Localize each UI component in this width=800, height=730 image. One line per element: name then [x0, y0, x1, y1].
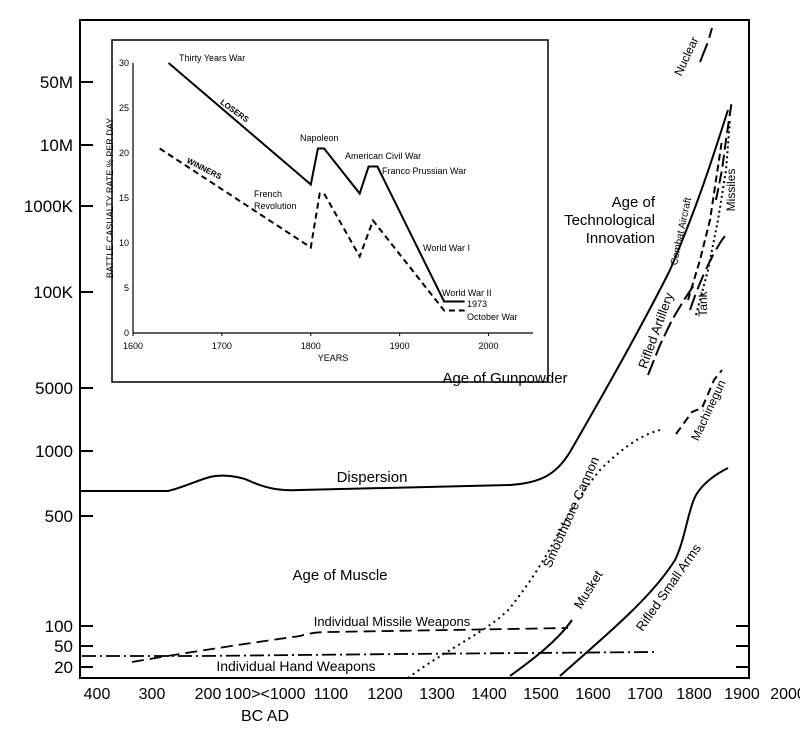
x-axis-subtitle: BC AD — [241, 708, 289, 725]
series-individual-missile-weapons — [131, 627, 569, 663]
series-dispersion — [80, 109, 729, 492]
label-missiles: Missiles — [724, 169, 738, 212]
x-tick-label: 300 — [139, 686, 166, 703]
annotation-october-war: October War — [467, 312, 518, 322]
series-nuclear — [699, 27, 713, 63]
x-tick-label: 200 — [195, 686, 222, 703]
era-label-technological-1: Age of — [612, 194, 656, 211]
label-musket: Musket — [571, 568, 606, 612]
inset-y-tick-label: 5 — [124, 283, 129, 293]
main-series — [80, 27, 733, 679]
x-tick-label: 1900 — [724, 686, 760, 703]
x-tick-label: 1500 — [523, 686, 559, 703]
inset-y-tick-label: 15 — [119, 193, 129, 203]
era-label-technological-2: Technological — [564, 212, 655, 229]
inset-y-tick-label: 30 — [119, 58, 129, 68]
annotation-napoleon: Napoleon — [300, 133, 339, 143]
inset-y-tick-label: 20 — [119, 148, 129, 158]
y-tick-label: 10M — [40, 136, 73, 155]
series-individual-hand-weapons — [82, 651, 657, 657]
x-tick-label: 1200 — [367, 686, 403, 703]
series-rifled-artillery — [647, 284, 695, 376]
x-tick-label: 400 — [84, 686, 111, 703]
inset-plot-frame — [111, 39, 549, 383]
inset-series-winners — [159, 147, 465, 312]
inset-y-ticks: 0 5 10 15 20 25 30 — [119, 58, 129, 338]
y-tick-label: 100 — [45, 617, 73, 636]
series-combat-aircraft — [687, 139, 723, 301]
label-individual-missile-weapons: Individual Missile Weapons — [314, 614, 471, 629]
y-tick-label: 50M — [40, 73, 73, 92]
x-tick-label: 1700 — [627, 686, 663, 703]
inset-series-losers — [167, 62, 465, 303]
era-label-muscle: Age of Muscle — [292, 567, 387, 584]
inset-y-tick-label: 25 — [119, 103, 129, 113]
annotation-world-war-i: World War I — [423, 243, 470, 253]
x-tick-label: 1300 — [419, 686, 455, 703]
era-label-technological-3: Innovation — [586, 230, 655, 247]
y-tick-label: 1000 — [35, 442, 73, 461]
x-tick-label: 1600 — [575, 686, 611, 703]
inset-y-axis: 0 5 10 15 20 25 30 BATTLE CASUALTY RATE % PER … — [105, 58, 134, 338]
inset-y-tick-label: 0 — [124, 328, 129, 338]
label-individual-hand-weapons: Individual Hand Weapons — [216, 658, 375, 674]
inset-x-tick-label: 2000 — [479, 341, 499, 351]
label-dispersion: Dispersion — [337, 469, 408, 486]
inset-x-tick-label: 1800 — [301, 341, 321, 351]
inset-x-axis: 1600 1700 1800 1900 2000 YEARS — [123, 332, 533, 363]
label-combat-aircraft: Combat Aircraft — [669, 196, 694, 266]
y-tick-label: 50 — [54, 637, 73, 656]
inset-x-ticks: 1600 1700 1800 1900 2000 — [123, 333, 499, 351]
series-tank — [689, 231, 729, 311]
series-smoothbore-cannon — [407, 429, 661, 679]
x-tick-label: 2000 — [770, 686, 800, 703]
annotation-world-war-ii: World War II — [442, 288, 492, 298]
label-tank: Tank — [696, 290, 710, 316]
y-tick-label: 500 — [45, 507, 73, 526]
y-tick-label: 5000 — [35, 379, 73, 398]
annotation-thirty-years-war: Thirty Years War — [179, 53, 245, 63]
series-missiles — [695, 119, 731, 316]
annotation-french-revolution-2: Revolution — [254, 201, 297, 211]
annotation-french-revolution-1: French — [254, 189, 282, 199]
series-machinegun — [675, 369, 723, 435]
inset-x-tick-label: 1600 — [123, 341, 143, 351]
x-tick-label: 1800 — [676, 686, 712, 703]
x-tick-label: 1100 — [314, 686, 349, 703]
series-rifled-small-arms — [559, 467, 729, 677]
main-y-axis: 50M 10M 1000K 100K 5000 1000 500 100 50 … — [24, 73, 749, 677]
y-tick-label: 100K — [33, 283, 73, 302]
x-tick-label: 100><1000 — [225, 686, 306, 703]
y-tick-label: 20 — [54, 658, 73, 677]
label-smoothbore-cannon: Smoothbore Cannon — [540, 454, 603, 570]
main-x-axis: 400 300 200 100><1000 1100 1200 1300 140… — [84, 686, 800, 725]
main-plot-frame — [79, 19, 750, 679]
series-missiles-head — [715, 99, 733, 201]
x-tick-label: 1400 — [471, 686, 507, 703]
annotation-american-civil-war: American Civil War — [345, 151, 421, 161]
inset-x-tick-label: 1700 — [212, 341, 232, 351]
y-tick-label: 1000K — [24, 197, 74, 216]
inset-y-axis-label: BATTLE CASUALTY RATE % PER DAY — [105, 118, 115, 278]
inset-series — [159, 62, 465, 312]
annotation-franco-prussian-war: Franco Prussian War — [382, 166, 466, 176]
series-musket — [509, 619, 573, 677]
era-label-gunpowder: Age of Gunpowder — [442, 370, 567, 387]
inset-x-tick-label: 1900 — [390, 341, 410, 351]
label-rifled-small-arms: Rifled Small Arms — [633, 541, 704, 634]
label-nuclear: Nuclear — [671, 35, 701, 78]
label-rifled-artillery: Rifled Artillery — [635, 290, 676, 370]
inset-x-axis-label: YEARS — [318, 353, 349, 363]
inset-y-tick-label: 10 — [119, 238, 129, 248]
annotation-1973: 1973 — [467, 299, 487, 309]
